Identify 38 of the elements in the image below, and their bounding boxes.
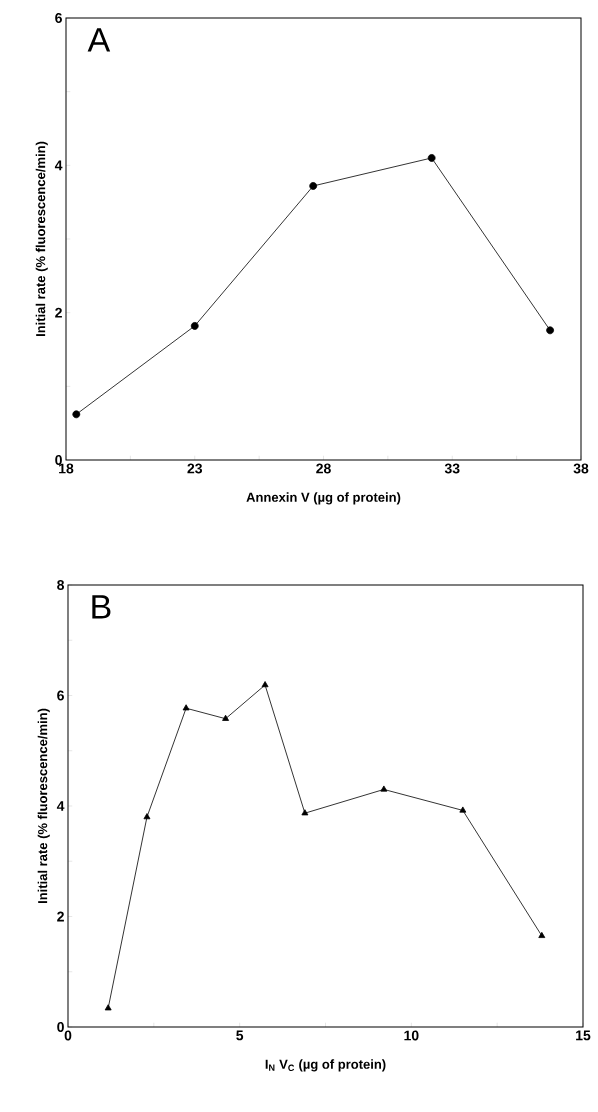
y-tick-label: 4: [54, 160, 63, 171]
point: [459, 806, 467, 813]
x-tick-label: 0: [64, 1030, 72, 1041]
point: [143, 813, 151, 820]
point: [546, 326, 554, 335]
x-tick-label: 33: [444, 463, 460, 474]
point: [72, 410, 81, 419]
x-tick-label: 28: [316, 463, 331, 474]
y-tick-label: 4: [56, 801, 65, 811]
point: [104, 1004, 112, 1011]
point: [538, 931, 546, 938]
y-tick-label: 6: [57, 690, 64, 701]
y-tick-label: 0: [57, 1022, 64, 1032]
annotation: B: [92, 595, 111, 619]
annotation: A: [87, 28, 111, 52]
x-tick-label: 5: [236, 1030, 244, 1041]
x-tick-label: 10: [404, 1030, 419, 1041]
x-tick-label: 38: [573, 463, 589, 474]
point: [427, 154, 436, 162]
x-tick-label: 18: [59, 463, 74, 474]
point: [309, 182, 318, 190]
x-axis-title: I$_{N}$ V$_{C}$ (µg of protein): [265, 1059, 386, 1072]
y-tick-label: 2: [55, 307, 62, 318]
y-tick-label: 2: [57, 911, 64, 922]
point: [261, 681, 269, 688]
point: [380, 785, 388, 792]
y-axis-title: Initial rate (% fluorescence/min): [35, 141, 48, 337]
x-tick-label: 23: [187, 463, 203, 474]
x-tick-label: 15: [576, 1030, 591, 1041]
x-axis-title: Annexin V (µg of protein): [246, 492, 401, 505]
y-axis-title: Initial rate (% fluorescence/min): [37, 708, 50, 904]
y-tick-label: 6: [55, 13, 62, 23]
point: [190, 322, 199, 330]
point: [222, 714, 230, 721]
point: [182, 704, 190, 711]
point: [301, 809, 309, 816]
y-tick-label: 0: [55, 455, 62, 465]
y-tick-label: 8: [57, 580, 65, 590]
